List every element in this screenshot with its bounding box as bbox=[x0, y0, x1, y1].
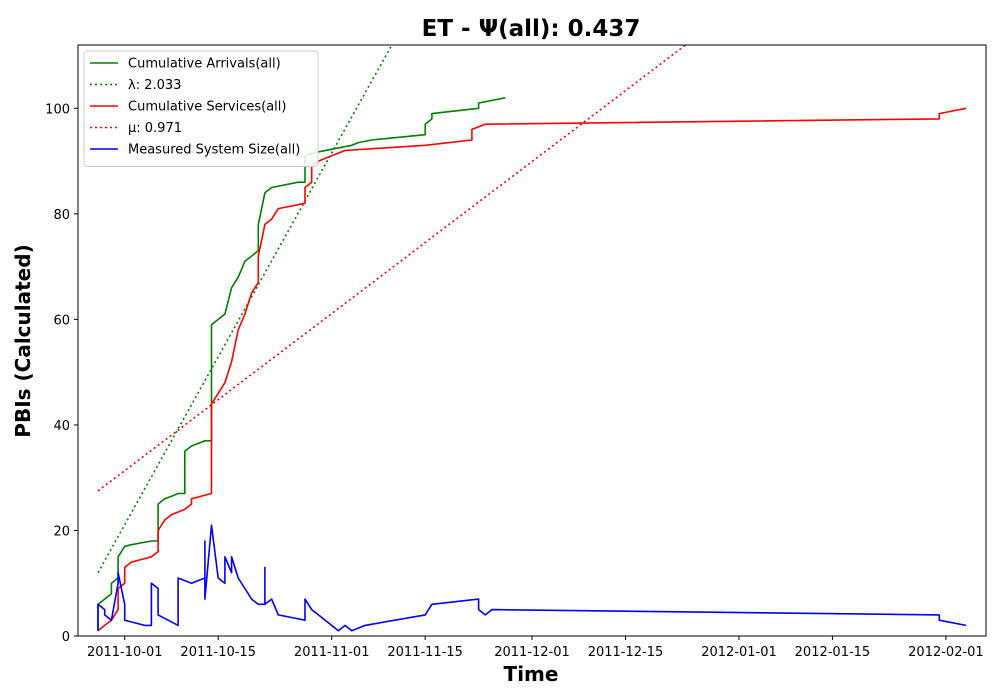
x-axis-title: Time bbox=[504, 662, 559, 686]
y-tick-label: 20 bbox=[53, 524, 70, 539]
y-tick-label: 80 bbox=[53, 208, 70, 223]
x-tick-label: 2012-02-01 bbox=[908, 645, 984, 660]
series-line-4 bbox=[97, 524, 967, 632]
legend-label: Cumulative Services(all) bbox=[128, 100, 286, 115]
x-tick-label: 2012-01-01 bbox=[701, 645, 777, 660]
chart-title: ET - Ψ(all): 0.437 bbox=[422, 16, 641, 42]
x-tick-label: 2011-12-15 bbox=[588, 645, 664, 660]
legend-label: μ: 0.971 bbox=[128, 121, 182, 136]
y-tick-label: 40 bbox=[53, 419, 70, 434]
x-tick-label: 2012-01-15 bbox=[795, 645, 871, 660]
y-tick-label: 60 bbox=[53, 313, 70, 328]
x-tick-label: 2011-10-15 bbox=[180, 645, 256, 660]
y-tick-label: 0 bbox=[62, 630, 70, 645]
x-tick-label: 2011-10-01 bbox=[87, 645, 163, 660]
legend-box bbox=[83, 50, 319, 167]
x-tick-label: 2011-11-01 bbox=[294, 645, 370, 660]
plot-area bbox=[97, 45, 967, 632]
legend: Cumulative Arrivals(all) λ: 2.033 Cumulati… bbox=[83, 50, 319, 167]
x-axis: 2011-10-01 2011-10-15 2011-11-01 2011-11-15… bbox=[87, 636, 984, 660]
series-line-0 bbox=[97, 97, 506, 631]
legend-label: λ: 2.033 bbox=[128, 78, 181, 93]
y-axis: 0 20 40 60 80 100 bbox=[45, 102, 78, 645]
y-axis-title: PBIs (Calculated) bbox=[11, 244, 35, 437]
legend-label: Measured System Size(all) bbox=[128, 143, 300, 158]
series-line-1 bbox=[97, 45, 393, 574]
x-tick-label: 2011-12-01 bbox=[494, 645, 570, 660]
x-tick-label: 2011-11-15 bbox=[387, 645, 463, 660]
y-tick-label: 100 bbox=[45, 102, 70, 117]
series-line-2 bbox=[97, 107, 967, 632]
legend-label: Cumulative Arrivals(all) bbox=[128, 57, 281, 72]
